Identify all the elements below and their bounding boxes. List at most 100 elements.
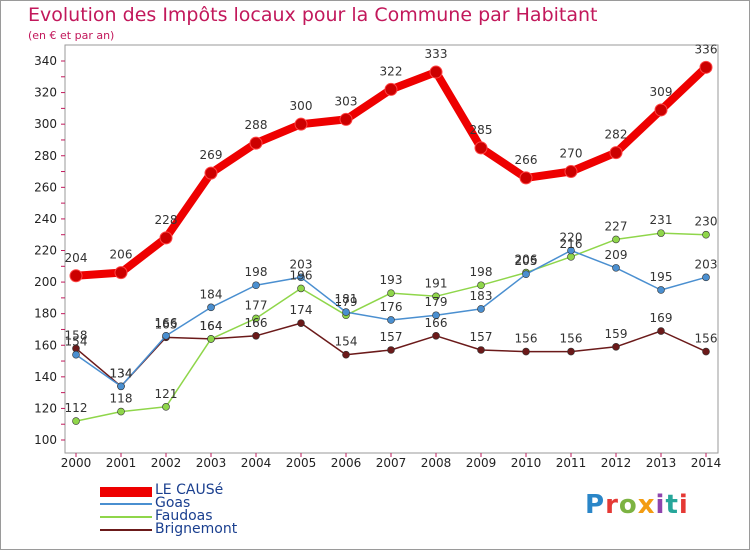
data-point — [477, 305, 485, 313]
legend-swatch-goas — [100, 503, 152, 505]
x-tick-label: 2011 — [556, 456, 587, 470]
data-label: 166 — [155, 316, 178, 330]
data-label: 166 — [245, 316, 268, 330]
data-label: 288 — [245, 118, 268, 132]
data-point — [522, 347, 530, 356]
y-tick-label: 180 — [34, 307, 57, 321]
data-point — [252, 281, 260, 290]
data-label: 156 — [515, 332, 538, 346]
data-point — [117, 407, 125, 416]
data-label: 193 — [380, 273, 403, 287]
x-tick-label: 2005 — [286, 456, 317, 470]
data-point — [342, 350, 350, 359]
data-label: 176 — [380, 300, 403, 314]
data-point — [252, 331, 260, 340]
x-tick-label: 2001 — [106, 456, 137, 470]
data-label: 159 — [605, 327, 628, 341]
data-label: 134 — [110, 366, 133, 380]
data-point — [72, 350, 80, 359]
logo-letter: i — [678, 490, 689, 520]
data-point — [294, 117, 308, 131]
legend-label-goas: Goas — [155, 495, 191, 511]
data-point — [207, 303, 215, 312]
y-tick-label: 240 — [34, 212, 57, 226]
data-label: 227 — [605, 219, 628, 233]
x-tick-label: 2009 — [466, 456, 497, 470]
logo-letter: i — [655, 490, 666, 520]
data-label: 204 — [65, 251, 88, 265]
data-label: 174 — [290, 303, 313, 317]
legend: LE CAUSé Goas Faudoas Brignemont — [100, 482, 300, 537]
data-label: 164 — [200, 319, 223, 333]
data-label: 309 — [650, 85, 673, 99]
legend-label-faudoas: Faudoas — [155, 508, 213, 524]
data-point — [432, 311, 440, 320]
data-point — [612, 343, 620, 351]
data-label: 112 — [65, 401, 88, 415]
data-label: 282 — [605, 128, 628, 142]
data-label: 177 — [245, 298, 268, 312]
data-point — [429, 65, 443, 79]
y-tick-label: 100 — [34, 433, 57, 447]
chart-subtitle: (en € et par an) — [28, 29, 115, 42]
legend-item: LE CAUSé — [100, 482, 300, 498]
y-tick-label: 320 — [34, 86, 57, 100]
data-label: 156 — [560, 332, 583, 346]
data-point — [72, 417, 80, 425]
data-point — [384, 82, 398, 96]
data-label: 191 — [425, 276, 448, 290]
data-label: 195 — [650, 270, 673, 284]
data-label: 322 — [380, 64, 403, 78]
data-label: 179 — [335, 295, 358, 309]
x-tick-label: 2010 — [511, 456, 542, 470]
data-label: 231 — [650, 213, 673, 227]
y-tick-label: 260 — [34, 180, 57, 194]
data-label: 203 — [290, 257, 313, 271]
data-point — [342, 308, 350, 316]
data-point — [612, 235, 620, 244]
y-tick-label: 200 — [34, 275, 57, 289]
x-tick-label: 2008 — [421, 456, 452, 470]
data-label: 184 — [200, 287, 223, 301]
legend-swatch-le-cause — [100, 487, 152, 497]
data-label: 196 — [290, 268, 313, 282]
data-point — [657, 327, 665, 335]
data-label: 216 — [560, 237, 583, 251]
legend-label-le-cause: LE CAUSé — [155, 482, 224, 498]
data-point — [159, 231, 173, 245]
data-point — [387, 316, 395, 324]
data-point — [252, 314, 260, 323]
data-label: 206 — [110, 248, 133, 262]
data-point — [114, 266, 128, 280]
data-point — [567, 347, 575, 356]
data-label: 205 — [515, 254, 538, 268]
data-label: 179 — [425, 295, 448, 309]
data-label: 270 — [560, 147, 583, 161]
logo-letter: r — [605, 490, 619, 520]
data-point — [699, 60, 713, 74]
data-point — [474, 141, 488, 155]
data-point — [702, 273, 710, 282]
data-label: 166 — [425, 316, 448, 330]
x-tick-label: 2003 — [196, 456, 227, 470]
data-point — [297, 273, 305, 282]
data-point — [567, 246, 575, 255]
data-point — [609, 146, 623, 160]
logo-letter: P — [585, 490, 606, 520]
data-point — [519, 171, 533, 185]
data-label: 220 — [560, 231, 583, 245]
data-point — [432, 292, 440, 301]
data-point — [339, 112, 353, 126]
data-point — [477, 281, 485, 290]
data-point — [297, 284, 305, 293]
data-point — [387, 346, 395, 354]
x-tick-label: 2004 — [241, 456, 272, 470]
data-label: 154 — [65, 335, 88, 349]
x-tick-label: 2014 — [691, 456, 722, 470]
legend-swatch-brignemont — [100, 529, 152, 531]
data-point — [612, 264, 620, 272]
data-label: 336 — [695, 42, 718, 56]
x-tick-label: 2012 — [601, 456, 632, 470]
data-point — [162, 331, 170, 340]
